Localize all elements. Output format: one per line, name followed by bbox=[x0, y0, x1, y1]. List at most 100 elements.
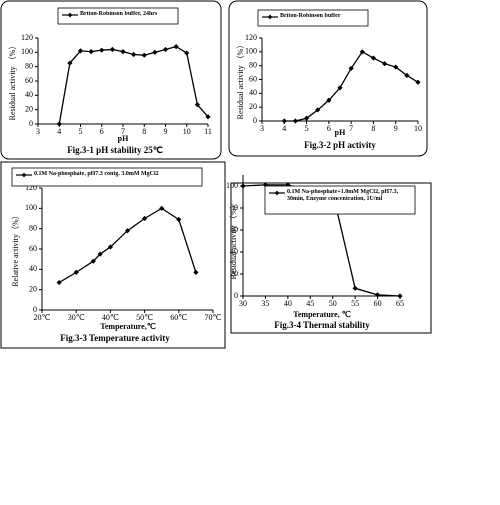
legend-text: Briton-Robinson buffer bbox=[280, 13, 341, 19]
x-tick-label: 11 bbox=[204, 127, 212, 136]
caption: Fig.3-2 pH activity bbox=[304, 140, 376, 150]
panel bbox=[230, 182, 432, 334]
x-axis-label: pH bbox=[335, 128, 346, 137]
x-axis-label: pH bbox=[118, 134, 129, 143]
data-point bbox=[415, 79, 421, 85]
x-tick-label: 9 bbox=[164, 127, 168, 136]
legend-text: Briton-Robinson buffer, 24hrs bbox=[80, 11, 158, 17]
x-tick-label: 5 bbox=[305, 124, 309, 133]
data-point bbox=[159, 205, 165, 211]
data-point bbox=[97, 251, 103, 257]
data-point bbox=[109, 46, 115, 53]
data-point bbox=[141, 52, 147, 58]
x-tick-label: 6 bbox=[100, 127, 104, 136]
x-tick-label: 60℃ bbox=[170, 313, 187, 322]
legend-label: 0.1M Na-phosphate, pH7.3 contg. 3.0mM Mg… bbox=[34, 171, 159, 177]
y-tick-label: 20 bbox=[25, 104, 33, 113]
caption: Fig.3-4 Thermal stability bbox=[274, 320, 370, 330]
data-point bbox=[393, 64, 399, 70]
data-point bbox=[131, 51, 137, 58]
y-tick-label: 40 bbox=[25, 90, 33, 99]
x-axis-label: Temperature,℃ bbox=[100, 322, 155, 331]
y-tick-label: 0 bbox=[33, 305, 37, 314]
x-tick-label: 70℃ bbox=[205, 313, 222, 322]
x-tick-label: 4 bbox=[282, 124, 286, 133]
data-point bbox=[107, 244, 113, 250]
legend-box bbox=[264, 185, 416, 215]
y-tick-label: 100 bbox=[25, 203, 37, 212]
series-line bbox=[284, 50, 419, 122]
y-tick-label: 0 bbox=[253, 116, 257, 125]
data-point bbox=[56, 279, 62, 286]
data-point bbox=[120, 49, 126, 55]
data-point bbox=[374, 292, 381, 298]
y-tick-label: 80 bbox=[249, 60, 257, 69]
legend-text: 0.1M Na-phosphate, pH7.3 contg. 3.0mM Mg… bbox=[34, 171, 159, 177]
data-point bbox=[90, 258, 96, 264]
y-tick-label: 0 bbox=[234, 291, 238, 300]
x-tick-label: 45 bbox=[306, 299, 314, 308]
x-tick-label: 55 bbox=[351, 299, 359, 308]
x-tick-label: 9 bbox=[394, 124, 398, 133]
data-point bbox=[194, 102, 200, 108]
legend-marker bbox=[274, 190, 280, 196]
data-point bbox=[337, 85, 343, 91]
data-point bbox=[77, 48, 84, 54]
panel bbox=[0, 161, 226, 349]
y-axis-label: Residual activity （%） bbox=[8, 42, 17, 121]
x-tick-label: 35 bbox=[261, 299, 269, 308]
caption: Fig.3-3 Temperature activity bbox=[60, 333, 170, 343]
x-tick-label: 50℃ bbox=[136, 313, 153, 322]
data-point bbox=[381, 60, 388, 67]
y-tick-label: 100 bbox=[226, 181, 238, 190]
y-tick-label: 20 bbox=[230, 269, 238, 278]
y-tick-label: 60 bbox=[29, 244, 37, 253]
y-tick-label: 120 bbox=[25, 183, 37, 192]
legend-marker bbox=[67, 12, 73, 18]
data-point bbox=[176, 216, 182, 223]
legend-label: Briton-Robinson buffer bbox=[280, 13, 341, 19]
y-tick-label: 60 bbox=[249, 74, 257, 83]
y-tick-label: 20 bbox=[29, 284, 37, 293]
x-tick-label: 10 bbox=[183, 127, 191, 136]
data-point bbox=[397, 293, 403, 299]
caption: Fig.3-1 pH stability 25℃ bbox=[67, 145, 163, 155]
data-point bbox=[99, 47, 105, 53]
data-point bbox=[88, 49, 94, 55]
data-point bbox=[205, 114, 211, 120]
data-point bbox=[124, 228, 131, 234]
y-tick-label: 40 bbox=[249, 88, 257, 97]
x-tick-label: 30℃ bbox=[68, 313, 85, 322]
data-point bbox=[281, 118, 287, 124]
x-tick-label: 40 bbox=[284, 299, 292, 308]
data-point bbox=[370, 55, 377, 61]
data-point bbox=[303, 115, 310, 121]
data-point bbox=[173, 44, 179, 50]
legend-label: 0.1M Na-phosphate+1.0mM MgCl2, pH7.3, 30… bbox=[287, 189, 398, 202]
x-tick-label: 20℃ bbox=[34, 313, 51, 322]
y-tick-label: 120 bbox=[245, 33, 257, 42]
legend-marker bbox=[21, 172, 27, 178]
data-point bbox=[240, 183, 246, 189]
data-point bbox=[162, 46, 169, 53]
data-point bbox=[56, 121, 62, 127]
x-tick-label: 60 bbox=[374, 299, 382, 308]
y-tick-label: 100 bbox=[245, 47, 257, 56]
y-tick-label: 0 bbox=[29, 119, 33, 128]
x-tick-label: 10 bbox=[414, 124, 422, 133]
y-tick-label: 60 bbox=[25, 76, 33, 85]
data-point bbox=[285, 182, 291, 188]
legend-box bbox=[57, 7, 179, 25]
data-point bbox=[67, 60, 73, 66]
y-tick-label: 80 bbox=[25, 61, 33, 70]
data-point bbox=[359, 49, 365, 55]
x-tick-label: 5 bbox=[79, 127, 83, 136]
x-tick-label: 4 bbox=[57, 127, 61, 136]
panel bbox=[228, 0, 428, 157]
x-tick-label: 40℃ bbox=[102, 313, 119, 322]
data-point bbox=[262, 182, 269, 188]
x-tick-label: 8 bbox=[371, 124, 375, 133]
y-axis-label: Residual activity （%） bbox=[236, 41, 245, 120]
